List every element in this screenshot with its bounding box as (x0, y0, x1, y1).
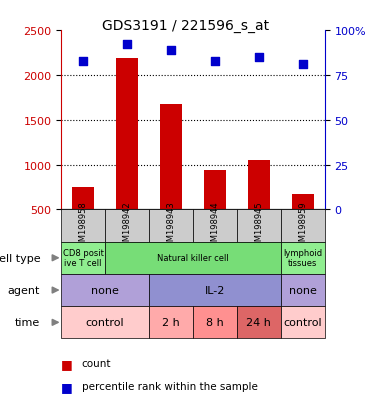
Bar (61, 210, 105, 242)
Bar (193, 306, 237, 339)
Text: 24 h: 24 h (246, 318, 271, 328)
Text: GSM198942: GSM198942 (122, 201, 132, 251)
Point (212, 58, 218, 65)
Text: GDS3191 / 221596_s_at: GDS3191 / 221596_s_at (102, 19, 269, 33)
Text: lymphoid
tissues: lymphoid tissues (283, 249, 322, 268)
Point (124, 42, 130, 49)
Point (80, 58, 86, 65)
Text: none: none (289, 285, 316, 295)
Bar (281, 306, 325, 339)
Bar (193, 210, 237, 242)
Text: none: none (91, 285, 119, 295)
Bar (105, 242, 281, 274)
Text: IL-2: IL-2 (205, 285, 225, 295)
Bar (149, 210, 193, 242)
Bar (116, 59, 138, 210)
Bar (61, 242, 105, 274)
Point (168, 47, 174, 54)
Text: control: control (86, 318, 124, 328)
Bar (105, 210, 149, 242)
Text: GSM198944: GSM198944 (210, 201, 219, 251)
Point (300, 62, 306, 68)
Text: count: count (82, 358, 111, 368)
Text: CD8 posit
ive T cell: CD8 posit ive T cell (63, 249, 104, 268)
Bar (237, 306, 281, 339)
Text: cell type: cell type (0, 253, 40, 263)
Text: GSM198959: GSM198959 (298, 201, 307, 251)
Point (256, 55, 262, 61)
Text: 8 h: 8 h (206, 318, 224, 328)
Bar (248, 161, 270, 210)
Bar (72, 188, 94, 210)
Text: GSM198945: GSM198945 (254, 201, 263, 251)
Text: percentile rank within the sample: percentile rank within the sample (82, 381, 257, 391)
Bar (292, 195, 313, 210)
Text: 2 h: 2 h (162, 318, 180, 328)
Text: ■: ■ (61, 357, 73, 370)
Text: agent: agent (8, 285, 40, 295)
Bar (61, 306, 149, 339)
Bar (281, 242, 325, 274)
Text: time: time (15, 318, 40, 328)
Text: control: control (283, 318, 322, 328)
Bar (281, 274, 325, 306)
Bar (281, 210, 325, 242)
Bar (149, 274, 281, 306)
Bar (61, 274, 149, 306)
Text: GSM198943: GSM198943 (167, 201, 175, 251)
Bar (237, 210, 281, 242)
Bar (149, 306, 193, 339)
Bar (204, 171, 226, 210)
Text: GSM198958: GSM198958 (79, 201, 88, 251)
Text: ■: ■ (61, 380, 73, 393)
Text: Natural killer cell: Natural killer cell (157, 254, 229, 263)
Bar (160, 104, 182, 210)
